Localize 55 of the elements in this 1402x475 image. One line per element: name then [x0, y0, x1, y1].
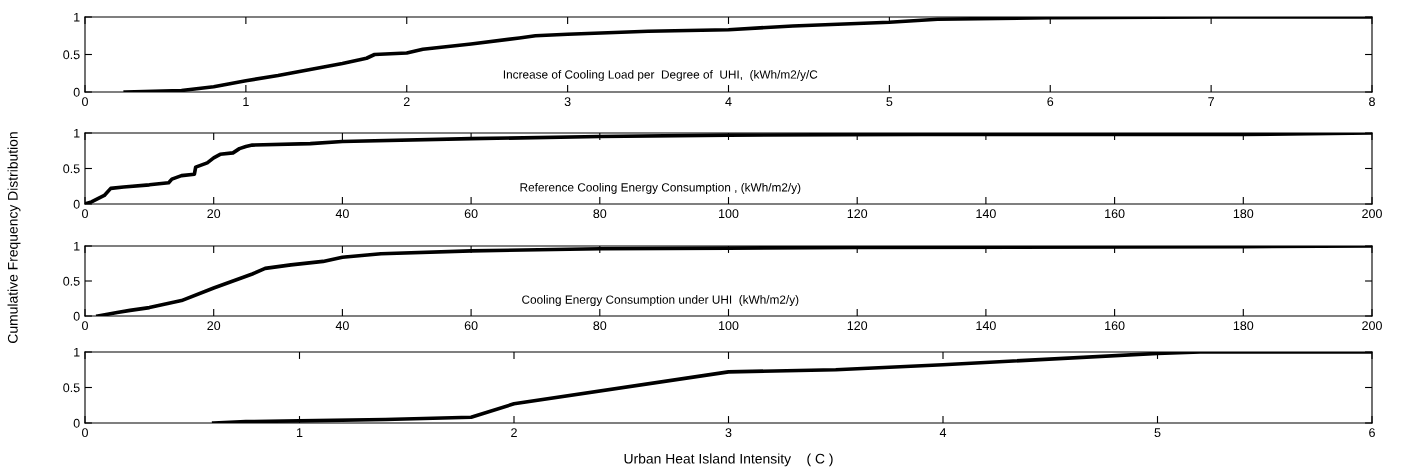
- x-tick-label: 100: [719, 321, 739, 331]
- x-tick-label: 6: [1047, 97, 1054, 107]
- y-tick-label: 1: [74, 241, 80, 251]
- y-tick-label: 1: [74, 128, 80, 138]
- x-tick-label: 3: [725, 428, 732, 438]
- x-tick-label: 20: [207, 209, 221, 219]
- annotation: Increase of Cooling Load per Degree of UHI, (kWh/m2/y/C: [503, 70, 818, 81]
- y-tick-label: 0: [73, 87, 80, 97]
- x-tick-label: 0: [82, 428, 88, 438]
- x-tick-label: 40: [335, 209, 349, 219]
- x-tick-label: 0: [82, 321, 88, 331]
- x-tick-label: 5: [886, 97, 893, 107]
- x-tick-label: 4: [725, 97, 732, 106]
- x-tick-label: 1: [296, 428, 303, 437]
- y-tick-label: 0: [73, 311, 80, 321]
- x-tick-label: 8: [1369, 97, 1375, 107]
- x-tick-label: 180: [1233, 209, 1254, 219]
- y-tick-label: 0.5: [63, 383, 80, 393]
- y-tick-label: 0.5: [63, 276, 80, 286]
- x-tick-label: 100: [719, 209, 739, 219]
- x-tick-label: 2: [511, 428, 517, 437]
- x-tick-label: 0: [82, 209, 88, 219]
- x-tick-label: 80: [593, 209, 607, 219]
- x-tick-label: 7: [1208, 97, 1214, 106]
- x-tick-label: 200: [1362, 209, 1382, 219]
- x-tick-label: 2: [403, 97, 410, 106]
- y-tick-label: 1: [74, 347, 80, 357]
- x-tick-label: 60: [464, 321, 478, 331]
- y-axis-title: Cumulative Frequency Distribution: [7, 132, 21, 343]
- x-tick-label: 120: [847, 321, 868, 331]
- x-tick-label: 180: [1233, 321, 1254, 331]
- x-tick-label: 160: [1105, 209, 1125, 219]
- x-tick-label: 140: [976, 321, 996, 331]
- x-tick-label: 80: [593, 321, 607, 331]
- x-tick-label: 20: [207, 321, 221, 331]
- y-tick-label: 0.5: [63, 164, 80, 174]
- y-tick-label: 0.5: [63, 50, 80, 60]
- x-axis-title: Urban Heat Island Intensity ( C ): [624, 453, 833, 467]
- x-tick-label: 0: [82, 97, 88, 107]
- x-tick-label: 200: [1362, 321, 1382, 331]
- y-tick-label: 1: [74, 12, 80, 22]
- x-tick-label: 60: [464, 209, 478, 219]
- x-tick-label: 160: [1105, 321, 1125, 331]
- x-tick-label: 140: [976, 209, 996, 219]
- x-tick-label: 4: [939, 428, 947, 437]
- x-tick-label: 3: [564, 97, 571, 107]
- x-tick-label: 5: [1154, 428, 1161, 438]
- x-tick-label: 6: [1369, 428, 1375, 438]
- y-tick-label: 0: [73, 199, 80, 209]
- annotation: Reference Cooling Energy Consumption , (kWh/m2/y): [520, 182, 801, 194]
- x-tick-label: 40: [335, 321, 349, 331]
- x-tick-label: 120: [847, 209, 868, 219]
- annotation: Cooling Energy Consumption under UHI (kWh/m2/y): [522, 295, 799, 307]
- x-tick-label: 1: [243, 97, 249, 106]
- y-tick-label: 0: [73, 418, 80, 428]
